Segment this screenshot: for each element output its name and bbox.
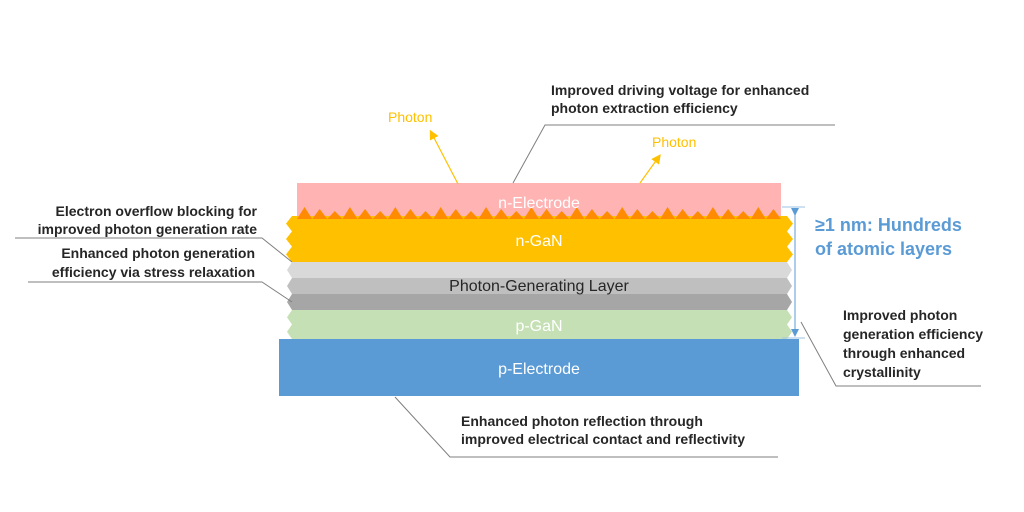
- leader-top: [512, 124, 835, 184]
- p-electrode-layer: [279, 339, 799, 396]
- annotation-left1-2: improved photon generation rate: [38, 221, 258, 237]
- n-gan-label: n-GaN: [515, 233, 562, 250]
- annotation-top-1: Improved driving voltage for enhanced: [551, 82, 809, 98]
- p-gan-label: p-GaN: [515, 318, 562, 335]
- p-electrode-label: p-Electrode: [498, 361, 580, 378]
- photon-arrow-1: [429, 129, 459, 185]
- annotation-left2-1: Enhanced photon generation: [61, 245, 255, 261]
- annotation-right-2: generation efficiency: [843, 326, 983, 342]
- annotation-top-2: photon extraction efficiency: [551, 100, 738, 116]
- leader-left-1: [15, 237, 293, 263]
- photon-label-1: Photon: [388, 109, 432, 125]
- photon-label-2: Photon: [652, 134, 696, 150]
- photon-layer-dark: [287, 294, 792, 310]
- photon-arrow-2: [639, 154, 661, 184]
- photon-layer-mid: [287, 278, 792, 294]
- n-electrode-label: n-Electrode: [498, 195, 580, 212]
- n-electrode-layer: [297, 183, 781, 217]
- annotation-bottom-1: Enhanced photon reflection through: [461, 413, 703, 429]
- annotation-left1-1: Electron overflow blocking for: [56, 203, 258, 219]
- annotation-bottom-2: improved electrical contact and reflecti…: [461, 431, 745, 447]
- photon-layer-light: [287, 262, 792, 278]
- p-gan-layer: [287, 310, 792, 339]
- annotation-right-3: through enhanced: [843, 345, 965, 361]
- thickness-line-1: ≥1 nm: Hundreds: [815, 215, 962, 235]
- leader-right: [800, 321, 981, 387]
- n-gan-layer: [286, 216, 793, 262]
- leader-bottom: [394, 396, 778, 458]
- annotation-right-1: Improved photon: [843, 307, 957, 323]
- thickness-line-2: of atomic layers: [815, 239, 952, 259]
- photon-layer-label: Photon-Generating Layer: [449, 278, 629, 295]
- annotation-left2-2: efficiency via stress relaxation: [52, 264, 255, 280]
- leader-left-2: [28, 281, 293, 303]
- textured-surface: [297, 207, 781, 219]
- annotation-right-4: crystallinity: [843, 364, 921, 380]
